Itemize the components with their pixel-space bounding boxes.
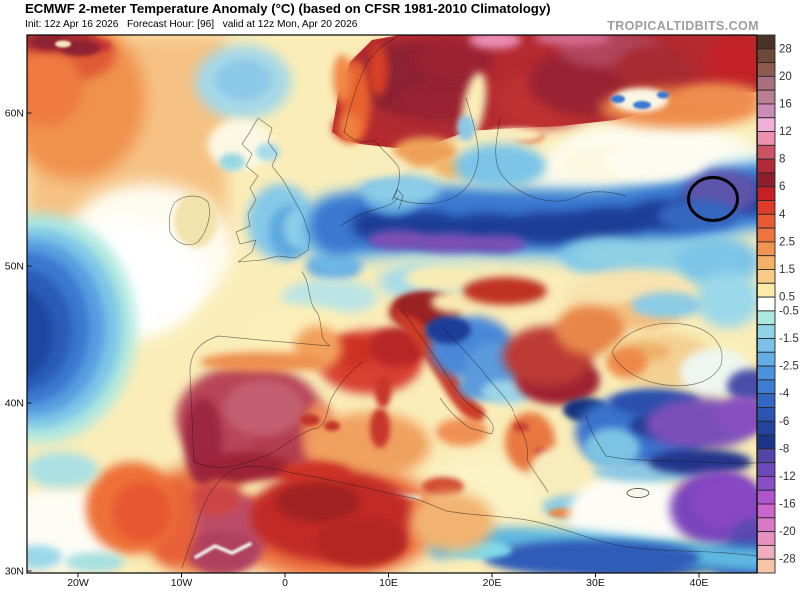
svg-text:30N: 30N	[5, 566, 24, 578]
svg-text:0: 0	[282, 577, 288, 589]
svg-text:2.5: 2.5	[779, 236, 795, 248]
svg-text:4: 4	[779, 209, 786, 221]
svg-text:10E: 10E	[379, 577, 398, 589]
svg-text:-8: -8	[779, 443, 789, 455]
svg-text:20E: 20E	[483, 577, 502, 589]
svg-text:-1.5: -1.5	[779, 333, 799, 345]
svg-text:-20: -20	[779, 526, 796, 538]
svg-text:40N: 40N	[5, 398, 24, 410]
svg-text:40E: 40E	[690, 577, 709, 589]
svg-text:1.5: 1.5	[779, 264, 795, 276]
svg-text:0.5: 0.5	[779, 292, 795, 304]
svg-text:60N: 60N	[5, 108, 24, 120]
svg-text:-2.5: -2.5	[779, 361, 799, 373]
svg-text:12: 12	[779, 126, 792, 138]
svg-text:6: 6	[779, 181, 785, 193]
svg-text:-16: -16	[779, 499, 796, 511]
svg-text:16: 16	[779, 98, 792, 110]
svg-text:50N: 50N	[5, 261, 24, 273]
svg-text:10W: 10W	[171, 577, 193, 589]
svg-text:-28: -28	[779, 554, 796, 566]
svg-text:-0.5: -0.5	[779, 305, 799, 317]
svg-text:28: 28	[779, 43, 792, 55]
svg-text:20: 20	[779, 71, 792, 83]
svg-text:-6: -6	[779, 416, 789, 428]
svg-text:30E: 30E	[586, 577, 605, 589]
svg-text:-12: -12	[779, 471, 796, 483]
svg-text:20W: 20W	[67, 577, 89, 589]
svg-text:-4: -4	[779, 388, 790, 400]
svg-text:8: 8	[779, 154, 785, 166]
